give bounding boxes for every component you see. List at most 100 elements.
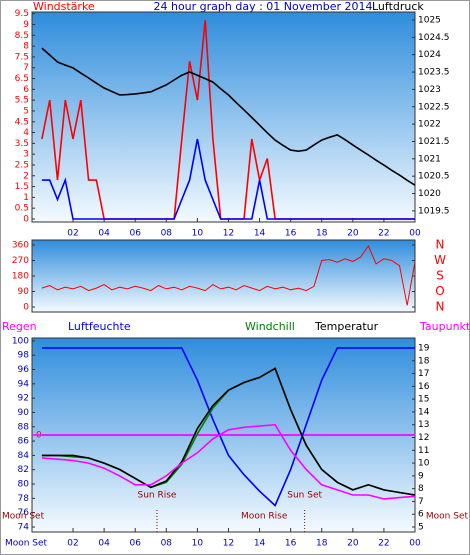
x-tick-label: 12 <box>223 539 234 549</box>
y-tick-label: 360 <box>12 240 29 250</box>
x-tick-label: 00 <box>409 229 421 239</box>
series-line <box>41 138 415 220</box>
series-line <box>41 423 416 500</box>
x-tick-label: 10 <box>192 539 204 549</box>
y2-tick-label: 1020 <box>418 189 441 199</box>
y2-tick-label: 1023.5 <box>418 68 450 78</box>
legend-label: Luftfeuchte <box>68 320 131 333</box>
y2-tick-label: 16 <box>418 382 430 392</box>
x-tick-label: 20 <box>347 539 359 549</box>
annotation: Moon Set <box>426 512 469 522</box>
x-tick-label: 08 <box>161 539 173 549</box>
series-line <box>41 367 416 496</box>
annotation: Moon Rise <box>241 512 288 522</box>
x-tick-label: 16 <box>285 539 297 549</box>
y2-tick-label: 17 <box>418 369 429 379</box>
x-tick-label: 04 <box>98 539 110 549</box>
y2-axis-label: Luftdruck <box>372 0 424 13</box>
chart-title: 24 hour graph day : 01 November 2014 <box>153 0 372 13</box>
y-tick-label: 6.5 <box>15 74 29 84</box>
y-tick-label: 86 <box>18 437 30 447</box>
y2-tick-label: 12 <box>418 433 429 443</box>
y-tick-label: 76 <box>18 508 30 518</box>
y2-tick-label: N <box>436 237 445 251</box>
x-tick-label: 06 <box>129 539 141 549</box>
y-tick-label: 94 <box>18 379 30 389</box>
y2-tick-label: 9 <box>418 471 424 481</box>
y2-tick-label: 5 <box>418 523 424 533</box>
y2-tick-label: 19 <box>418 343 430 353</box>
x-tick-label: 02 <box>67 229 78 239</box>
annotation: Sun Set <box>287 491 322 501</box>
y-tick-label: 270 <box>12 256 29 266</box>
y-tick-label: 9.5 <box>15 9 29 19</box>
x-tick-label: 20 <box>347 229 359 239</box>
y-tick-label: 5 <box>23 106 29 116</box>
x-tick-label: 18 <box>316 539 328 549</box>
y2-tick-label: W <box>434 253 446 267</box>
y-tick-label: 80 <box>18 480 30 490</box>
y2-tick-label: 13 <box>418 420 429 430</box>
y2-tick-label: O <box>435 284 444 298</box>
y-tick-label: 82 <box>18 465 29 475</box>
y2-tick-label: 1023 <box>418 85 441 95</box>
y-tick-label: 90 <box>18 408 30 418</box>
x-tick-label: 04 <box>98 229 110 239</box>
x-tick-label: 06 <box>129 229 141 239</box>
x-tick-label: 22 <box>378 229 389 239</box>
x-tick-label: 00 <box>409 539 421 549</box>
legend-label: Taupunkt <box>419 320 470 333</box>
x-axis-note: Moon Set <box>5 539 48 549</box>
x-tick-label: 12 <box>223 229 234 239</box>
y-tick-label: 0 <box>23 214 29 224</box>
y2-tick-label: 15 <box>418 395 429 405</box>
annotation: Moon Set <box>2 512 45 522</box>
y-tick-label: 5.5 <box>15 96 29 106</box>
y-tick-label: 8 <box>23 42 29 52</box>
legend-label: Regen <box>2 320 37 333</box>
x-tick-label: 18 <box>316 229 328 239</box>
y-tick-label: 8.5 <box>15 31 29 41</box>
legend-label: Temperatur <box>314 320 379 333</box>
y-tick-label: 4 <box>23 128 29 138</box>
y2-tick-label: 1024 <box>418 50 441 60</box>
y-tick-label: 0 <box>23 303 29 313</box>
x-tick-label: 16 <box>285 229 297 239</box>
plot-area <box>31 239 416 313</box>
y-tick-label: 100 <box>12 336 29 346</box>
y-tick-label: 98 <box>18 351 30 361</box>
x-tick-label: 14 <box>254 229 266 239</box>
x-tick-label: 08 <box>161 229 173 239</box>
y2-tick-label: 10 <box>418 459 430 469</box>
y-tick-label: 2 <box>23 171 29 181</box>
y-tick-label: 3.5 <box>15 139 29 149</box>
y-tick-label: 90 <box>18 287 30 297</box>
y2-tick-label: 1021.5 <box>418 137 450 147</box>
y-tick-label: 96 <box>18 365 30 375</box>
series-line <box>41 244 416 306</box>
y2-tick-label: N <box>436 300 445 314</box>
x-tick-label: 02 <box>67 539 78 549</box>
series-line <box>41 47 416 186</box>
y2-tick-label: 18 <box>418 356 430 366</box>
y2-tick-label: 1025 <box>418 15 441 25</box>
y-tick-label: 88 <box>18 422 30 432</box>
series-line <box>41 347 415 507</box>
x-tick-label: 14 <box>254 539 266 549</box>
y2-tick-label: 7 <box>418 497 424 507</box>
y2-tick-label: 1019.5 <box>418 206 450 216</box>
y-tick-label: 9 <box>23 20 29 30</box>
y2-tick-label: 11 <box>418 446 429 456</box>
y2-tick-label: 1020.5 <box>418 172 450 182</box>
y-tick-label: 2.5 <box>15 160 29 170</box>
y-tick-label: 0.5 <box>15 204 29 214</box>
y-tick-label: 78 <box>18 494 30 504</box>
x-tick-label: 22 <box>378 539 389 549</box>
y2-tick-label: 14 <box>418 407 430 417</box>
y2-tick-label: 6 <box>418 510 424 520</box>
annotation: Sun Rise <box>137 491 176 501</box>
x-tick-label: 10 <box>192 229 204 239</box>
y-tick-label: 1 <box>23 193 29 203</box>
y2-tick-label: 1024.5 <box>418 33 450 43</box>
